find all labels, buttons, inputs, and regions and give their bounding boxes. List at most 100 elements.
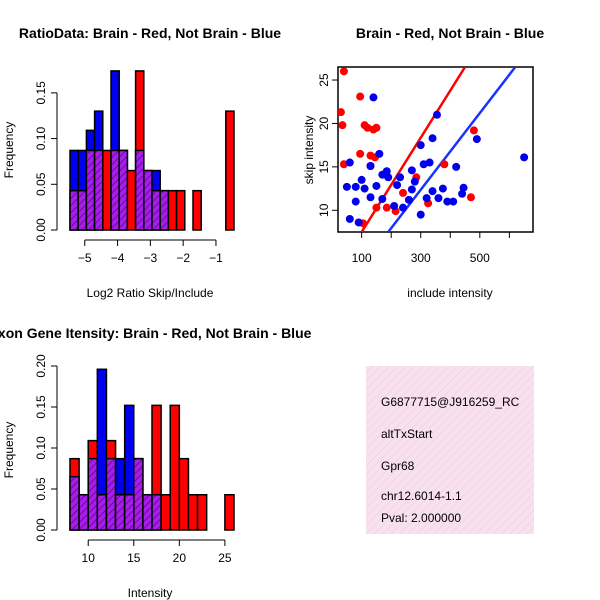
blue-point — [422, 194, 431, 203]
overlap-bar — [151, 493, 162, 531]
ratio-hist-title: RatioData: Brain - Red, Not Brain - Blue — [19, 25, 281, 41]
overlap-bar — [110, 149, 120, 231]
x-tick-label: 15 — [127, 551, 141, 565]
overlap-bar — [69, 189, 79, 231]
blue-point — [416, 141, 425, 150]
y-tick-label: 0.00 — [34, 518, 48, 542]
blue-point — [351, 182, 360, 191]
blue-point — [449, 197, 458, 206]
red-bar — [169, 404, 181, 531]
blue-point — [382, 167, 391, 176]
y-tick-label: 0.15 — [34, 81, 48, 105]
overlap-bar — [87, 457, 99, 531]
y-tick-label: 0.15 — [34, 395, 48, 419]
blue-point — [438, 184, 447, 193]
blue-point — [416, 210, 425, 219]
intensity-hist-bars — [69, 368, 235, 531]
x-tick-label: −4 — [111, 251, 125, 265]
red-regression-line — [360, 67, 467, 232]
blue-point — [342, 182, 351, 191]
x-tick-label: 300 — [411, 251, 431, 265]
intensity-histogram-panel: Exon Gene Itensity: Brain - Red, Not Bra… — [0, 325, 312, 600]
overlap-bar — [123, 493, 135, 531]
scatter-panel: Brain - Red, Not Brain - Blue 100 300 5001… — [302, 25, 544, 300]
x-tick-label: 20 — [173, 551, 187, 565]
red-point — [382, 203, 391, 212]
blue-point — [393, 181, 402, 190]
scatter-xlabel: include intensity — [407, 286, 492, 300]
red-point — [356, 92, 365, 101]
overlap-bar — [118, 149, 129, 231]
y-tick-label: 0.10 — [34, 127, 48, 151]
blue-point — [404, 195, 413, 204]
blue-point — [458, 189, 467, 198]
y-tick-label: 0.20 — [34, 354, 48, 378]
overlap-bar — [143, 169, 153, 231]
red-point — [339, 67, 348, 76]
info-pval: Pval: 2.000000 — [381, 511, 461, 525]
ratio-hist-ylabel: Frequency — [2, 122, 16, 179]
blue-point — [425, 158, 434, 167]
blue-point — [372, 181, 381, 190]
blue-point — [369, 93, 378, 102]
overlap-bar — [151, 189, 161, 231]
red-point — [356, 149, 365, 158]
blue-point — [452, 162, 461, 171]
y-tick-label: 20 — [317, 116, 331, 130]
info-location: chr12.6014-1.1 — [381, 489, 462, 503]
red-bar — [102, 149, 112, 231]
blue-point — [360, 184, 369, 193]
info-probe-id: G6877715@J916259_RC — [381, 395, 520, 409]
red-bar — [187, 493, 199, 531]
blue-point — [384, 173, 393, 182]
x-tick-label: 25 — [218, 551, 232, 565]
info-box-panel: G6877715@J916259_RC altTxStart Gpr68 chr… — [366, 366, 534, 534]
overlap-bar — [77, 189, 88, 231]
blue-point — [520, 153, 529, 162]
x-tick-label: −2 — [176, 251, 190, 265]
red-point — [372, 203, 381, 212]
blue-point — [443, 197, 452, 206]
red-bar — [175, 189, 186, 231]
red-point — [399, 188, 407, 197]
red-point — [338, 108, 345, 117]
red-bar — [178, 457, 190, 531]
info-event-type: altTxStart — [381, 427, 433, 441]
red-point — [466, 193, 475, 202]
y-tick-label: 0.05 — [34, 172, 48, 196]
intensity-hist-xlabel: Intensity — [128, 586, 173, 600]
x-tick-label: 500 — [470, 251, 490, 265]
overlap-bar — [105, 457, 117, 531]
overlap-bar — [85, 149, 96, 231]
red-bar — [126, 169, 137, 231]
red-bar — [167, 189, 178, 231]
overlap-bar — [159, 189, 170, 231]
red-bar — [224, 493, 235, 531]
red-point — [338, 121, 347, 130]
scatter-plot-box — [337, 66, 534, 233]
y-tick-label: 25 — [317, 73, 331, 87]
red-bar — [225, 110, 235, 231]
blue-point — [390, 201, 399, 210]
ratio-hist-xlabel: Log2 Ratio Skip/Include — [87, 286, 214, 300]
intensity-hist-axes: 0.00 0.05 0.10 0.15 0.20 10 15 20 25 — [34, 354, 232, 565]
scatter-marks — [338, 67, 529, 232]
ratio-histogram-panel: RatioData: Brain - Red, Not Brain - Blue… — [2, 25, 281, 300]
blue-point — [345, 158, 354, 167]
y-tick-label: 0.00 — [34, 218, 48, 242]
x-tick-label: −3 — [144, 251, 158, 265]
blue-point — [432, 110, 441, 119]
intensity-hist-title: Exon Gene Itensity: Brain - Red, Not Bra… — [0, 325, 312, 341]
red-bar — [160, 493, 171, 531]
blue-point — [472, 135, 481, 144]
y-tick-label: 0.10 — [34, 436, 48, 460]
y-tick-label: 15 — [317, 160, 331, 174]
blue-point — [378, 195, 387, 203]
red-point — [440, 160, 449, 169]
intensity-hist-ylabel: Frequency — [2, 422, 16, 479]
blue-point — [428, 134, 437, 143]
overlap-bar — [133, 457, 144, 531]
x-tick-label: −1 — [209, 251, 223, 265]
overlap-bar — [93, 149, 104, 231]
blue-point — [354, 218, 363, 227]
